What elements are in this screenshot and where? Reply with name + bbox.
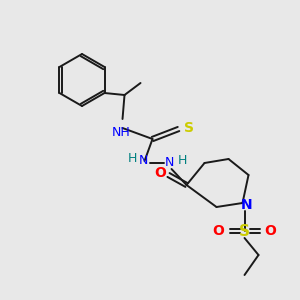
Text: O: O [154, 166, 166, 180]
Text: N: N [139, 154, 148, 166]
Text: N: N [165, 157, 174, 169]
Text: O: O [213, 224, 224, 238]
Text: S: S [239, 224, 250, 239]
Text: H: H [178, 154, 187, 166]
Text: O: O [265, 224, 277, 238]
Text: S: S [184, 121, 194, 135]
Text: NH: NH [112, 126, 131, 139]
Text: H: H [128, 152, 137, 164]
Text: N: N [241, 198, 252, 212]
